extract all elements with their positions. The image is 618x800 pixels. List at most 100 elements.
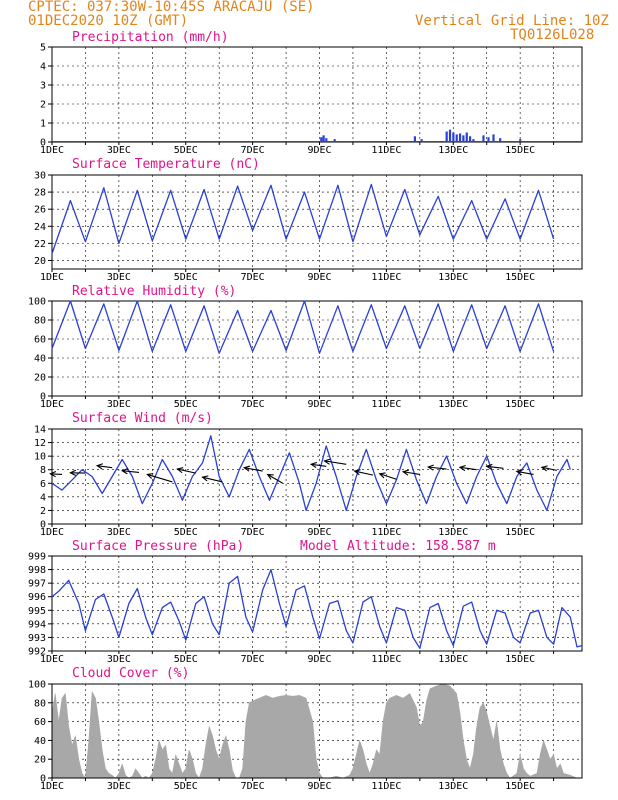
wind-arrow [50, 473, 63, 476]
precip-bar [455, 134, 458, 142]
x-tick-label: 13DEC [438, 145, 468, 156]
y-tick-label: 20 [34, 256, 46, 267]
y-tick-label: 993 [28, 633, 46, 644]
wind-arrow-head [353, 469, 361, 476]
panel-title: Relative Humidity (%) [72, 284, 236, 299]
wind-arrow [244, 467, 263, 472]
precip-bar [492, 134, 495, 142]
y-tick-label: 0 [40, 392, 46, 403]
x-tick-label: 11DEC [371, 654, 401, 665]
x-tick-label: 13DEC [438, 654, 468, 665]
precip-bar [322, 135, 325, 142]
wind-arrow-head [485, 463, 493, 471]
y-tick-label: 60 [34, 717, 46, 728]
y-tick-label: 40 [34, 354, 46, 365]
x-tick-label: 3DEC [107, 527, 131, 538]
x-tick-label: 15DEC [505, 527, 535, 538]
precip-bar [462, 135, 465, 142]
header-grid-note: Vertical Grid Line: 10Z [415, 13, 609, 29]
wind-arrow [177, 468, 196, 474]
x-tick-label: 5DEC [174, 272, 198, 283]
y-tick-label: 992 [28, 647, 46, 658]
x-tick-label: 3DEC [107, 781, 131, 792]
wind-arrow [122, 470, 139, 473]
x-tick-label: 15DEC [505, 654, 535, 665]
panel-title: Surface Wind (m/s) [72, 411, 213, 426]
x-tick-label: 7DEC [241, 527, 265, 538]
x-tick-label: 1DEC [40, 145, 64, 156]
x-tick-label: 13DEC [438, 272, 468, 283]
x-tick-label: 15DEC [505, 272, 535, 283]
series-line [51, 568, 583, 649]
x-tick-label: 11DEC [371, 781, 401, 792]
precip-bar [325, 138, 328, 142]
wind-arrow-head [201, 475, 209, 482]
wind-arrow [379, 473, 397, 480]
y-tick-label: 0 [40, 520, 46, 531]
wind-arrow-head [95, 463, 104, 470]
x-tick-label: 9DEC [307, 527, 331, 538]
wind-arrow-head [458, 464, 466, 472]
y-tick-label: 3 [40, 81, 46, 92]
y-tick-label: 0 [40, 774, 46, 785]
x-tick-label: 13DEC [438, 527, 468, 538]
x-tick-label: 11DEC [371, 272, 401, 283]
y-tick-label: 8 [40, 465, 46, 476]
wind-arrow-head [401, 469, 410, 476]
y-tick-label: 22 [34, 239, 46, 250]
precip-bar [448, 129, 452, 142]
precip-bar [420, 139, 423, 142]
wind-arrow-head [69, 469, 77, 476]
x-tick-label: 5DEC [174, 527, 198, 538]
x-tick-label: 7DEC [241, 781, 265, 792]
x-tick-label: 9DEC [307, 399, 331, 410]
y-tick-label: 4 [40, 62, 46, 73]
wind-arrow-head [540, 465, 548, 472]
y-tick-label: 2 [40, 100, 46, 111]
x-tick-label: 13DEC [438, 781, 468, 792]
precip-bar [487, 137, 490, 142]
precip-bar [320, 137, 323, 142]
y-tick-label: 10 [34, 452, 46, 463]
y-tick-label: 26 [34, 205, 46, 216]
y-tick-label: 12 [34, 438, 46, 449]
y-tick-label: 30 [34, 171, 46, 182]
x-tick-label: 7DEC [241, 272, 265, 283]
y-tick-label: 2 [40, 506, 46, 517]
x-tick-label: 3DEC [107, 654, 131, 665]
y-tick-label: 14 [34, 425, 46, 436]
precip-bar [445, 131, 448, 142]
panel-title: Surface Temperature (nC) [72, 157, 260, 172]
x-tick-label: 11DEC [371, 145, 401, 156]
wind-arrow [147, 473, 173, 483]
x-tick-label: 7DEC [241, 399, 265, 410]
y-tick-label: 998 [28, 565, 46, 576]
precip-bar [465, 132, 468, 142]
y-tick-label: 6 [40, 479, 46, 490]
x-tick-label: 5DEC [174, 399, 198, 410]
wind-arrow [403, 471, 420, 476]
wind-arrow-head [378, 472, 386, 479]
wind-arrow-head [266, 473, 274, 480]
x-tick-label: 5DEC [174, 781, 198, 792]
x-tick-label: 3DEC [107, 272, 131, 283]
y-tick-label: 100 [28, 297, 46, 308]
wind-arrow [428, 466, 447, 470]
x-tick-label: 15DEC [505, 399, 535, 410]
x-tick-label: 1DEC [40, 781, 64, 792]
y-tick-label: 60 [34, 335, 46, 346]
wind-arrow-head [49, 470, 57, 478]
wind-arrow [459, 466, 477, 471]
x-tick-label: 15DEC [505, 781, 535, 792]
x-tick-label: 5DEC [174, 654, 198, 665]
x-tick-label: 3DEC [107, 399, 131, 410]
wind-arrow-head [120, 468, 129, 475]
x-tick-label: 9DEC [307, 654, 331, 665]
wind-arrow-head [426, 464, 435, 471]
wind-arrow [311, 463, 327, 467]
x-tick-label: 3DEC [107, 145, 131, 156]
header-station: CPTEC: 037:30W-10:45S ARACAJU (SE) [28, 0, 315, 15]
y-tick-label: 24 [34, 222, 46, 233]
x-tick-label: 1DEC [40, 527, 64, 538]
